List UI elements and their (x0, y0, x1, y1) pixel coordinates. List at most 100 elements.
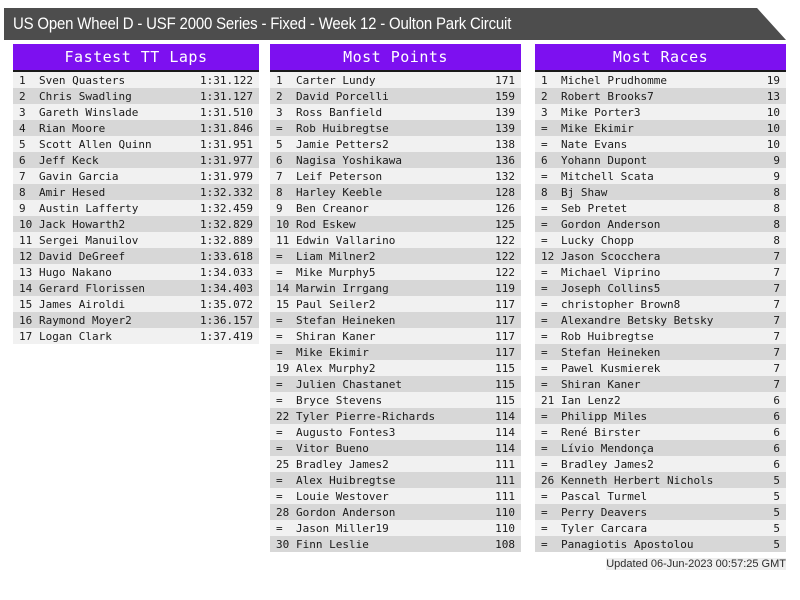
row-position: = (276, 329, 283, 343)
row-driver-name: Gordon Anderson (296, 505, 396, 519)
row-value: 5 (773, 473, 780, 487)
row-position: = (541, 489, 548, 503)
row-driver-name: Scott Allen Quinn (39, 137, 152, 151)
row-driver-name: Carter Lundy (296, 73, 376, 87)
row-value: 7 (773, 361, 780, 375)
table-row: 30 Finn Leslie 108 (270, 536, 521, 552)
table-row: 8 Bj Shaw 8 (535, 184, 786, 200)
row-value: 110 (495, 521, 515, 535)
row-driver-name: Alex Huibregtse (296, 473, 396, 487)
row-value: 1:37.419 (200, 329, 253, 343)
row-value: 10 (766, 121, 780, 135)
row-position: 12 (541, 249, 555, 263)
table-row: 2 David Porcelli 159 (270, 88, 521, 104)
table-row: = Augusto Fontes3 114 (270, 424, 521, 440)
row-position: 14 (276, 281, 290, 295)
row-value: 1:32.459 (200, 201, 253, 215)
row-position: 10 (19, 217, 33, 231)
table-row: 12 Jason Scocchera 7 (535, 248, 786, 264)
table-row: 7 Leif Peterson 132 (270, 168, 521, 184)
row-value: 5 (773, 537, 780, 551)
table-row: 1 Carter Lundy 171 (270, 72, 521, 88)
row-driver-name: Liam Milner2 (296, 249, 376, 263)
row-position: 10 (276, 217, 290, 231)
row-position: 25 (276, 457, 290, 471)
board-title-fastest-tt-laps: Fastest TT Laps (13, 44, 259, 70)
row-position: = (276, 345, 283, 359)
table-row: 9 Ben Creanor 126 (270, 200, 521, 216)
table-row: 9 Austin Lafferty 1:32.459 (13, 200, 259, 216)
row-position: = (276, 377, 283, 391)
table-row: = Shiran Kaner 7 (535, 376, 786, 392)
row-value: 114 (495, 441, 515, 455)
board-title-most-points: Most Points (270, 44, 521, 70)
row-value: 1:31.977 (200, 153, 253, 167)
row-driver-name: Edwin Vallarino (296, 233, 396, 247)
table-row: = Vitor Bueno 114 (270, 440, 521, 456)
row-value: 8 (773, 217, 780, 231)
row-position: 13 (19, 265, 33, 279)
row-value: 111 (495, 457, 515, 471)
row-position: 22 (276, 409, 290, 423)
table-row: = Mike Murphy5 122 (270, 264, 521, 280)
table-row: 3 Ross Banfield 139 (270, 104, 521, 120)
row-driver-name: Philipp Miles (561, 409, 648, 423)
table-row: = Pawel Kusmierek 7 (535, 360, 786, 376)
row-value: 119 (495, 281, 515, 295)
row-driver-name: Pascal Turmel (561, 489, 648, 503)
row-value: 115 (495, 393, 515, 407)
table-row: 8 Amir Hesed 1:32.332 (13, 184, 259, 200)
table-row: 21 Ian Lenz2 6 (535, 392, 786, 408)
row-driver-name: Augusto Fontes3 (296, 425, 396, 439)
table-row: 13 Hugo Nakano 1:34.033 (13, 264, 259, 280)
row-value: 117 (495, 313, 515, 327)
row-value: 171 (495, 73, 515, 87)
table-row: = Seb Pretet 8 (535, 200, 786, 216)
row-driver-name: Joseph Collins5 (561, 281, 661, 295)
row-value: 138 (495, 137, 515, 151)
row-driver-name: Vitor Bueno (296, 441, 369, 455)
table-row: = Mitchell Scata 9 (535, 168, 786, 184)
row-position: = (541, 233, 548, 247)
leaderboard-most-races: Most Races 1 Michel Prudhomme 19 2 Robert Br… (535, 44, 786, 552)
table-row: 2 Robert Brooks7 13 (535, 88, 786, 104)
row-position: = (541, 345, 548, 359)
row-value: 10 (766, 105, 780, 119)
row-value: 7 (773, 377, 780, 391)
row-position: = (541, 441, 548, 455)
row-value: 7 (773, 281, 780, 295)
row-position: 9 (19, 201, 26, 215)
row-position: 6 (541, 153, 548, 167)
row-value: 10 (766, 137, 780, 151)
row-driver-name: Gavin Garcia (39, 169, 119, 183)
row-driver-name: Ross Banfield (296, 105, 383, 119)
page-title: US Open Wheel D - USF 2000 Series - Fixe… (13, 14, 512, 33)
row-driver-name: Rod Eskew (296, 217, 356, 231)
table-row: = Pascal Turmel 5 (535, 488, 786, 504)
row-value: 122 (495, 265, 515, 279)
row-position: 19 (276, 361, 290, 375)
row-value: 114 (495, 425, 515, 439)
row-value: 1:34.033 (200, 265, 253, 279)
row-driver-name: Sven Quasters (39, 73, 126, 87)
row-position: 8 (19, 185, 26, 199)
row-driver-name: Marwin Irrgang (296, 281, 389, 295)
board-rows-most-races: 1 Michel Prudhomme 19 2 Robert Brooks7 13 3 Mik… (535, 70, 786, 552)
table-row: = Liam Milner2 122 (270, 248, 521, 264)
row-driver-name: Shiran Kaner (561, 377, 641, 391)
table-row: 1 Michel Prudhomme 19 (535, 72, 786, 88)
row-driver-name: Stefan Heineken (561, 345, 661, 359)
row-value: 7 (773, 345, 780, 359)
row-position: 3 (276, 105, 283, 119)
row-value: 111 (495, 473, 515, 487)
row-driver-name: Robert Brooks7 (561, 89, 654, 103)
row-driver-name: Mike Murphy5 (296, 265, 376, 279)
row-position: 16 (19, 313, 33, 327)
row-driver-name: Nagisa Yoshikawa (296, 153, 402, 167)
table-row: 1 Sven Quasters 1:31.122 (13, 72, 259, 88)
table-row: = Joseph Collins5 7 (535, 280, 786, 296)
row-driver-name: Seb Pretet (561, 201, 628, 215)
row-position: = (541, 521, 548, 535)
row-value: 136 (495, 153, 515, 167)
updated-timestamp: Updated 06-Jun-2023 00:57:25 GMT (606, 558, 786, 570)
